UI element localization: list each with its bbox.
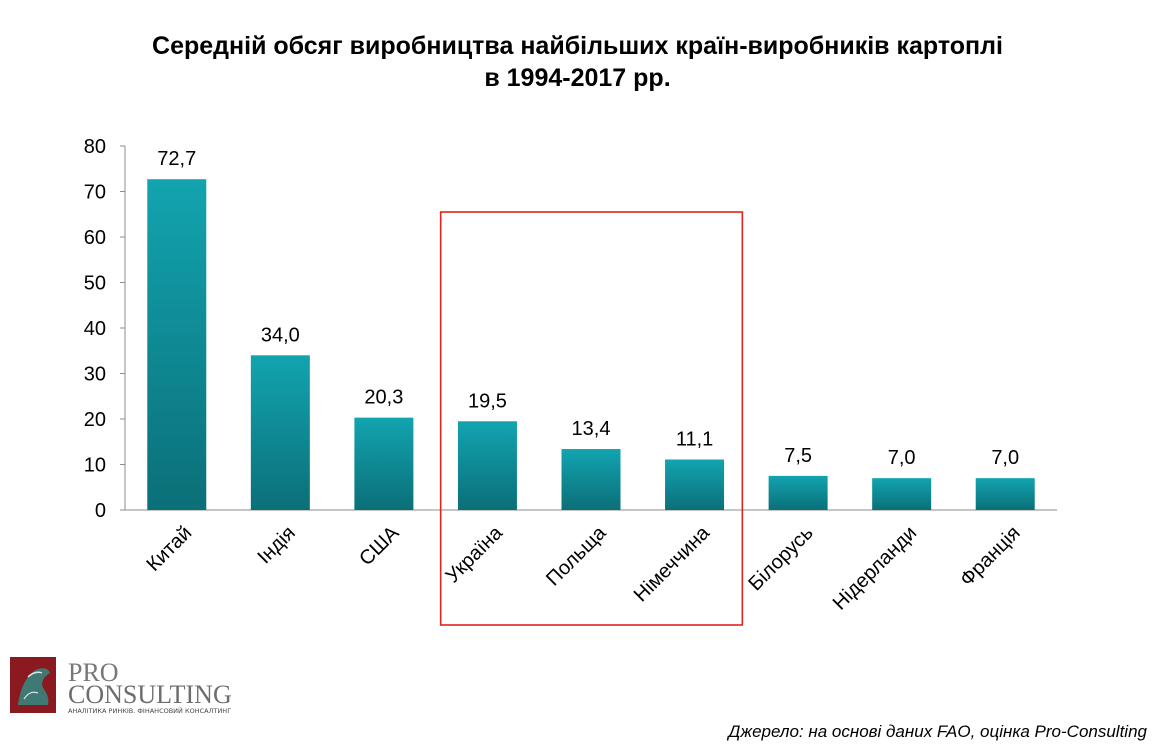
y-tick-label: 50 — [84, 273, 106, 295]
data-label: 7,5 — [784, 445, 812, 467]
x-tick-label: Франція — [956, 522, 1025, 591]
y-tick-label: 60 — [84, 227, 106, 249]
chart-title-line-1: Середній обсяг виробництва найбільших кр… — [152, 32, 1003, 60]
logo-text-consulting: CONSULTING — [68, 680, 232, 709]
axes: 0 10 20 30 40 50 60 70 80 — [84, 136, 1057, 522]
pro-consulting-logo: PRO CONSULTING АНАЛІТИКА РИНКІВ. ФІНАНСО… — [10, 657, 232, 715]
x-tick-label: Німеччина — [630, 521, 715, 606]
bar — [561, 449, 621, 510]
x-tick-label: Україна — [442, 521, 508, 587]
bar — [457, 421, 517, 510]
x-tick-label: Індія — [254, 522, 300, 568]
y-tick-label: 70 — [84, 182, 106, 204]
data-label: 13,4 — [572, 418, 611, 440]
data-label: 7,0 — [888, 447, 916, 469]
data-label: 34,0 — [261, 324, 300, 346]
logo-tagline: АНАЛІТИКА РИНКІВ. ФІНАНСОВИЙ КОНСАЛТИНГ — [68, 706, 231, 715]
x-tick-label: США — [355, 522, 404, 571]
bar — [147, 179, 207, 510]
bars — [147, 179, 1035, 510]
data-label: 11,1 — [676, 428, 713, 450]
bar — [872, 478, 932, 510]
bar — [250, 355, 310, 510]
y-tick-label: 20 — [84, 409, 106, 431]
category-labels: Китай Індія США Україна Польща Німеччина Білор… — [143, 521, 1025, 614]
y-tick-label: 0 — [95, 500, 106, 522]
bar — [354, 417, 414, 510]
chart-title-line-2: в 1994-2017 рр. — [484, 64, 671, 92]
data-label: 7,0 — [991, 447, 1019, 469]
x-tick-label: Білорусь — [744, 522, 817, 595]
data-labels: 72,7 34,0 20,3 19,5 13,4 11,1 7,5 7,0 7,0 — [157, 148, 1019, 469]
bar — [665, 459, 725, 510]
chart-title: Середній обсяг виробництва найбільших кр… — [0, 30, 1155, 94]
source-note: Джерело: на основі даних FAO, оцінка Pro… — [728, 722, 1147, 741]
data-label: 20,3 — [364, 387, 403, 409]
logo-text-pro: PRO — [68, 658, 119, 687]
highlight-box — [439, 211, 744, 626]
data-label: 72,7 — [157, 148, 196, 170]
x-tick-label: Китай — [143, 522, 197, 576]
bar — [768, 475, 828, 510]
y-tick-label: 80 — [84, 136, 106, 158]
y-tick-label: 10 — [84, 455, 106, 477]
y-tick-label: 40 — [84, 318, 106, 340]
data-label: 19,5 — [468, 390, 507, 412]
y-tick-label: 30 — [84, 364, 106, 386]
bar — [975, 478, 1035, 510]
x-tick-label: Нідерланди — [829, 522, 921, 614]
highlight — [439, 211, 744, 626]
x-tick-label: Польща — [542, 521, 611, 590]
